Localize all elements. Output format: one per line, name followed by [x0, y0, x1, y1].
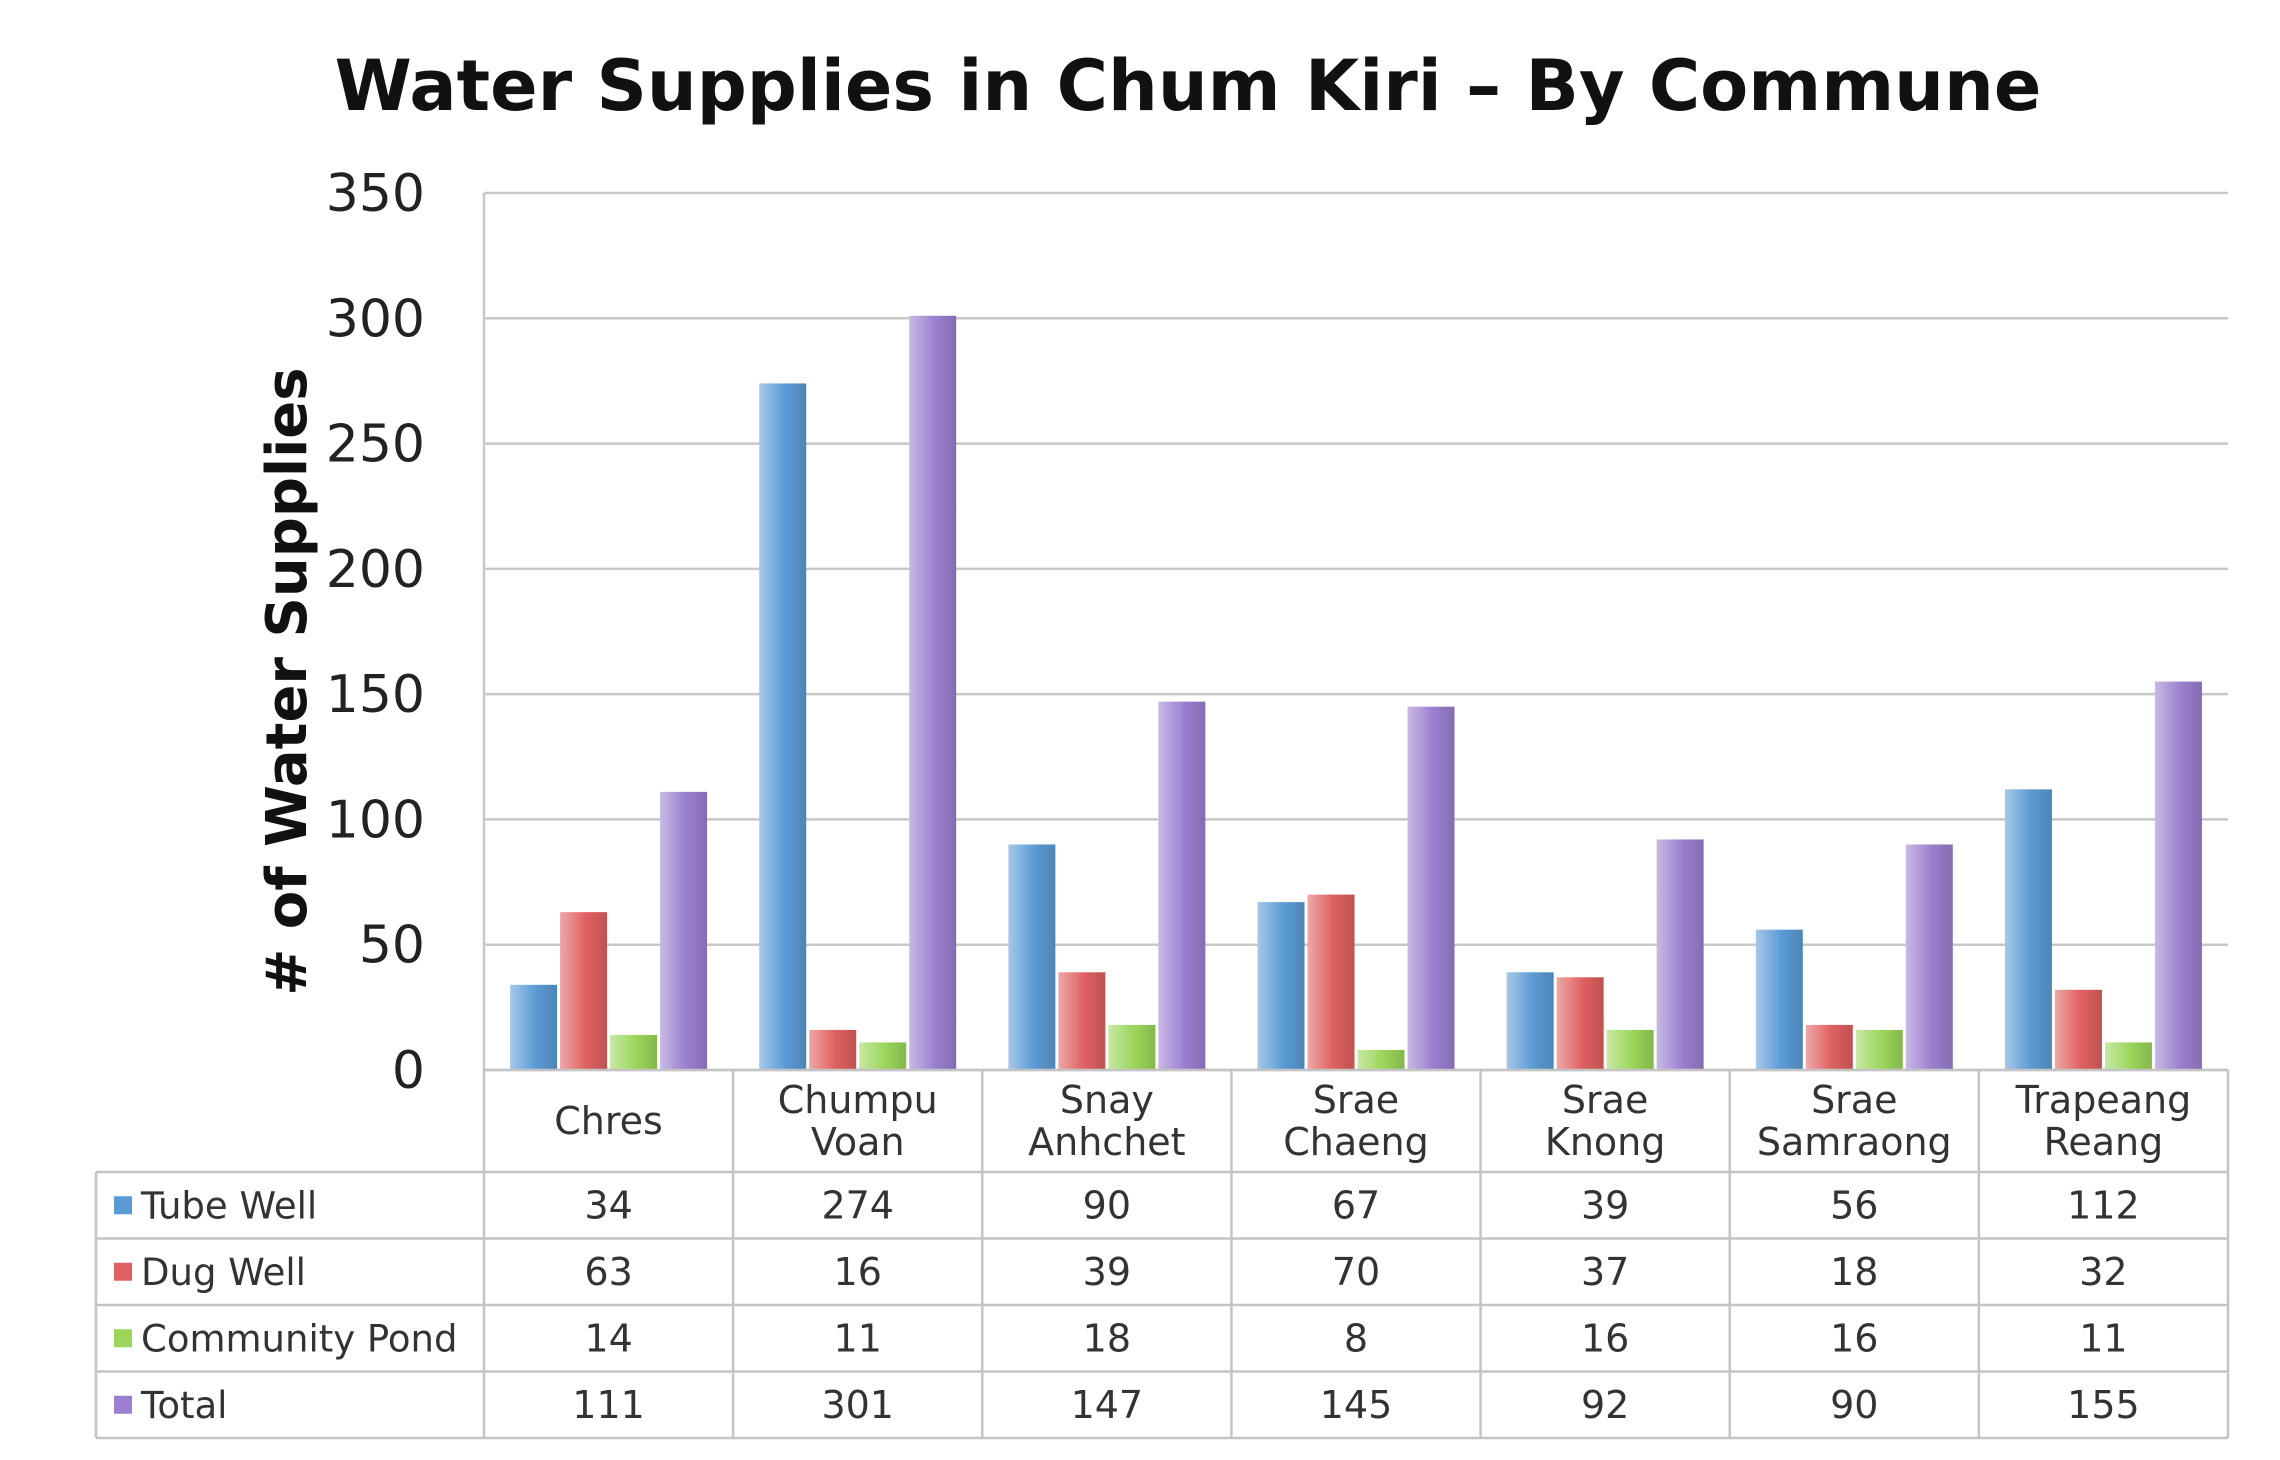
data-label-community-pond-srae-samraong: 16 [1830, 1316, 1878, 1360]
data-label-tube-well-srae-chaeng: 67 [1332, 1183, 1380, 1227]
legend-label-dug-well: Dug Well [141, 1251, 306, 1294]
data-label-tube-well-chres: 34 [584, 1183, 632, 1227]
bar-community-pond-trapeang-reang [2104, 1042, 2152, 1070]
bar-community-pond-srae-knong [1606, 1029, 1654, 1070]
data-label-total-srae-chaeng: 145 [1320, 1383, 1393, 1427]
bar-total-trapeang-reang [2154, 681, 2202, 1070]
data-label-tube-well-snay-anhchet: 90 [1083, 1183, 1131, 1227]
bar-community-pond-snay-anhchet [1108, 1024, 1156, 1070]
data-label-community-pond-srae-knong: 16 [1581, 1316, 1629, 1360]
bar-tube-well-srae-chaeng [1257, 902, 1305, 1070]
chart-title: Water Supplies in Chum Kiri – By Commune [335, 45, 2042, 127]
data-label-community-pond-chumpu-voan: 11 [834, 1316, 882, 1360]
category-label-chumpu-voan: Voan [811, 1120, 905, 1164]
data-label-dug-well-srae-knong: 37 [1581, 1250, 1629, 1294]
data-label-total-srae-knong: 92 [1581, 1383, 1629, 1427]
data-label-total-snay-anhchet: 147 [1071, 1383, 1144, 1427]
data-label-dug-well-srae-samraong: 18 [1830, 1250, 1878, 1294]
data-label-tube-well-srae-samraong: 56 [1830, 1183, 1878, 1227]
legend-key-tube-well [114, 1196, 132, 1215]
data-label-total-srae-samraong: 90 [1830, 1383, 1878, 1427]
bar-tube-well-trapeang-reang [2004, 789, 2052, 1070]
bar-tube-well-chumpu-voan [759, 383, 807, 1070]
legend-label-tube-well: Tube Well [140, 1184, 317, 1227]
category-label-trapeang-reang: Trapeang [2015, 1078, 2192, 1122]
bar-community-pond-chumpu-voan [859, 1042, 907, 1070]
bar-tube-well-snay-anhchet [1008, 844, 1056, 1070]
data-label-total-trapeang-reang: 155 [2067, 1383, 2140, 1427]
y-tick-label-250: 250 [326, 415, 425, 475]
data-label-community-pond-snay-anhchet: 18 [1083, 1316, 1131, 1360]
category-label-chres: Chres [554, 1099, 663, 1143]
legend-key-dug-well [114, 1262, 132, 1281]
bar-community-pond-chres [610, 1034, 658, 1070]
y-tick-label-200: 200 [326, 540, 425, 600]
data-label-community-pond-srae-chaeng: 8 [1344, 1316, 1368, 1360]
data-label-dug-well-chres: 63 [584, 1250, 632, 1294]
bar-dug-well-chres [560, 912, 608, 1070]
data-label-tube-well-srae-knong: 39 [1581, 1183, 1629, 1227]
bar-dug-well-srae-chaeng [1307, 894, 1355, 1070]
y-axis-label: # of Water Supplies [255, 367, 320, 995]
legend-key-community-pond [114, 1329, 132, 1348]
gridlines [482, 191, 2228, 1072]
bar-dug-well-chumpu-voan [809, 1029, 857, 1070]
data-label-dug-well-srae-chaeng: 70 [1332, 1250, 1380, 1294]
y-axis-ticks: 0 50 100 150 200 250 300 350 [326, 164, 425, 1101]
bar-community-pond-srae-chaeng [1357, 1049, 1405, 1070]
data-label-total-chres: 111 [572, 1383, 645, 1427]
category-label-srae-knong: Knong [1545, 1120, 1665, 1164]
y-tick-label-50: 50 [359, 916, 425, 976]
y-tick-label-350: 350 [326, 164, 425, 224]
bar-tube-well-srae-samraong [1755, 929, 1803, 1070]
legend-key-total [114, 1395, 132, 1414]
y-tick-label-100: 100 [326, 790, 425, 850]
bar-total-srae-samraong [1905, 844, 1953, 1070]
bar-tube-well-chres [510, 984, 558, 1070]
y-tick-label-300: 300 [326, 289, 425, 349]
legend-label-community-pond: Community Pond [141, 1317, 457, 1360]
bar-community-pond-srae-samraong [1855, 1029, 1903, 1070]
category-label-srae-chaeng: Srae [1313, 1078, 1399, 1122]
y-tick-label-0: 0 [392, 1041, 425, 1101]
y-tick-label-150: 150 [326, 665, 425, 725]
category-label-snay-anhchet: Snay [1060, 1078, 1154, 1122]
category-label-trapeang-reang: Reang [2044, 1120, 2164, 1164]
data-label-tube-well-trapeang-reang: 112 [2067, 1183, 2140, 1227]
data-label-dug-well-chumpu-voan: 16 [834, 1250, 882, 1294]
bar-dug-well-srae-knong [1556, 977, 1604, 1070]
bars [510, 315, 2202, 1070]
bar-total-chumpu-voan [909, 315, 957, 1070]
data-label-dug-well-snay-anhchet: 39 [1083, 1250, 1131, 1294]
data-label-total-chumpu-voan: 301 [821, 1383, 894, 1427]
data-label-dug-well-trapeang-reang: 32 [2079, 1250, 2127, 1294]
category-label-srae-samraong: Srae [1811, 1078, 1897, 1122]
data-table: Chres ChumpuVoanSnayAnhchetSraeChaengSrae… [94, 1068, 2230, 1440]
category-label-chumpu-voan: Chumpu [778, 1078, 938, 1122]
category-label-srae-chaeng: Chaeng [1283, 1120, 1429, 1164]
legend-label-total: Total [140, 1384, 227, 1427]
bar-total-snay-anhchet [1158, 701, 1206, 1070]
bar-dug-well-trapeang-reang [2054, 989, 2102, 1070]
data-label-community-pond-trapeang-reang: 11 [2079, 1316, 2127, 1360]
bar-dug-well-snay-anhchet [1058, 972, 1106, 1070]
category-label-srae-samraong: Samraong [1757, 1120, 1952, 1164]
bar-total-srae-chaeng [1407, 706, 1455, 1070]
bar-dug-well-srae-samraong [1805, 1024, 1853, 1070]
bar-tube-well-srae-knong [1506, 972, 1554, 1070]
category-label-snay-anhchet: Anhchet [1028, 1120, 1185, 1164]
data-label-tube-well-chumpu-voan: 274 [821, 1183, 894, 1227]
data-label-community-pond-chres: 14 [584, 1316, 632, 1360]
bar-total-srae-knong [1656, 839, 1704, 1070]
category-label-srae-knong: Srae [1562, 1078, 1648, 1122]
bar-total-chres [660, 791, 708, 1070]
